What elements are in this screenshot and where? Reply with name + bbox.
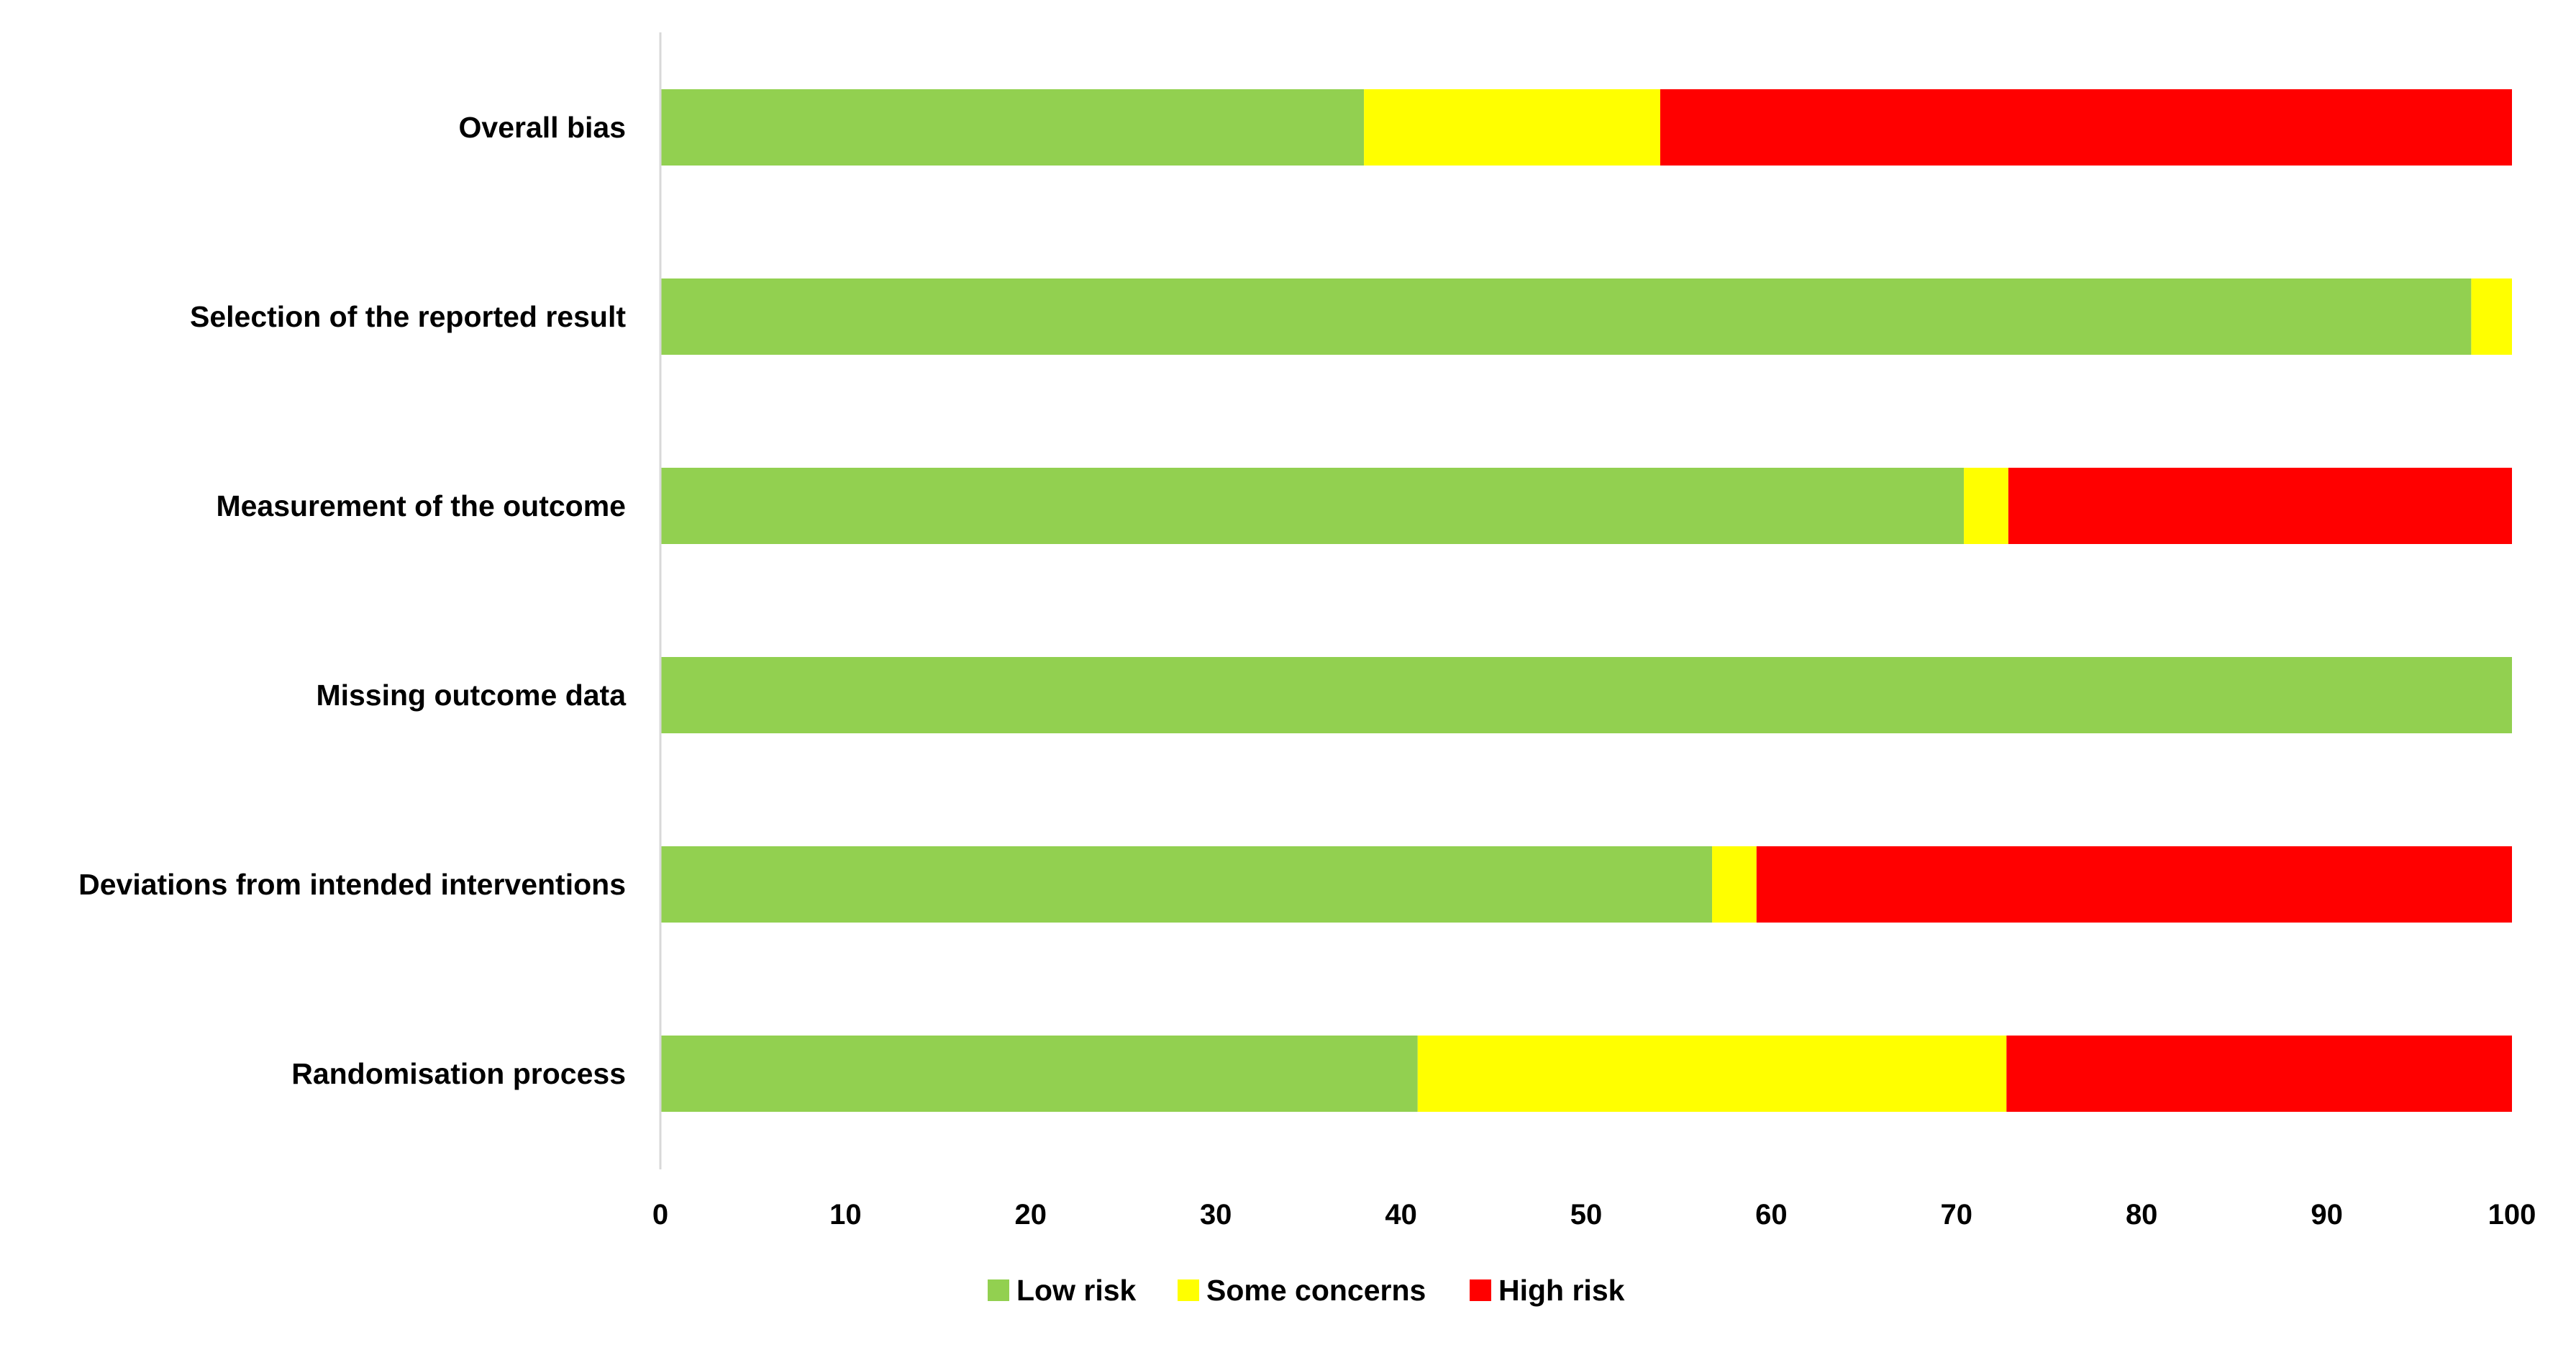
x-tick-label-70: 70 — [1941, 1199, 1973, 1231]
legend-label-some-concerns: Some concerns — [1206, 1274, 1426, 1307]
category-label-selection-of-the-reported-result: Selection of the reported result — [190, 300, 626, 333]
bar-segment-some-concerns-deviations-from-intended-interventions — [1712, 846, 1757, 923]
category-label-randomisation-process: Randomisation process — [291, 1057, 626, 1090]
bar-segment-some-concerns-randomisation-process — [1417, 1036, 2007, 1112]
bar-segment-low-risk-missing-outcome-data — [660, 657, 2512, 733]
x-tick-label-30: 30 — [1200, 1199, 1232, 1231]
bar-segment-some-concerns-overall-bias — [1364, 89, 1660, 166]
legend: Low risk Some concerns High risk — [988, 1274, 1625, 1307]
x-tick-label-40: 40 — [1385, 1199, 1417, 1231]
bar-segment-low-risk-deviations-from-intended-interventions — [660, 846, 1713, 923]
x-tick-label-60: 60 — [1755, 1199, 1788, 1231]
legend-label-low-risk: Low risk — [1016, 1274, 1137, 1307]
x-tick-label-80: 80 — [2126, 1199, 2158, 1231]
category-label-overall-bias: Overall bias — [459, 111, 626, 144]
bar-segment-some-concerns-measurement-of-the-outcome — [1964, 468, 2008, 544]
bar-segment-some-concerns-selection-of-the-reported-result — [2471, 278, 2512, 355]
bar-segment-high-risk-measurement-of-the-outcome — [2008, 468, 2512, 544]
x-tick-label-90: 90 — [2311, 1199, 2343, 1231]
legend-label-high-risk: High risk — [1498, 1274, 1625, 1307]
legend-swatch-high-risk — [1470, 1279, 1491, 1301]
x-tick-label-10: 10 — [829, 1199, 862, 1231]
bar-segment-low-risk-selection-of-the-reported-result — [660, 278, 2472, 355]
bar-segment-low-risk-overall-bias — [660, 89, 1365, 166]
x-tick-label-100: 100 — [2488, 1199, 2536, 1231]
x-tick-label-0: 0 — [652, 1199, 668, 1231]
category-label-missing-outcome-data: Missing outcome data — [316, 679, 627, 712]
x-tick-label-50: 50 — [1570, 1199, 1603, 1231]
bar-segment-high-risk-overall-bias — [1660, 89, 2512, 166]
bar-segment-low-risk-randomisation-process — [660, 1036, 1418, 1112]
legend-swatch-low-risk — [988, 1279, 1009, 1301]
bar-segment-high-risk-randomisation-process — [2006, 1036, 2512, 1112]
x-tick-label-20: 20 — [1015, 1199, 1047, 1231]
bar-segment-high-risk-deviations-from-intended-interventions — [1756, 846, 2512, 923]
bar-segment-low-risk-measurement-of-the-outcome — [660, 468, 1965, 544]
category-label-deviations-from-intended-interventions: Deviations from intended interventions — [78, 868, 626, 901]
category-label-measurement-of-the-outcome: Measurement of the outcome — [216, 489, 626, 522]
bars-layer — [660, 89, 2512, 1112]
legend-swatch-some-concerns — [1178, 1279, 1199, 1301]
x-axis-tick-labels: 0 10 20 30 40 50 60 70 80 90 100 — [652, 1199, 2536, 1231]
category-labels: Overall bias Selection of the reported re… — [78, 111, 627, 1090]
